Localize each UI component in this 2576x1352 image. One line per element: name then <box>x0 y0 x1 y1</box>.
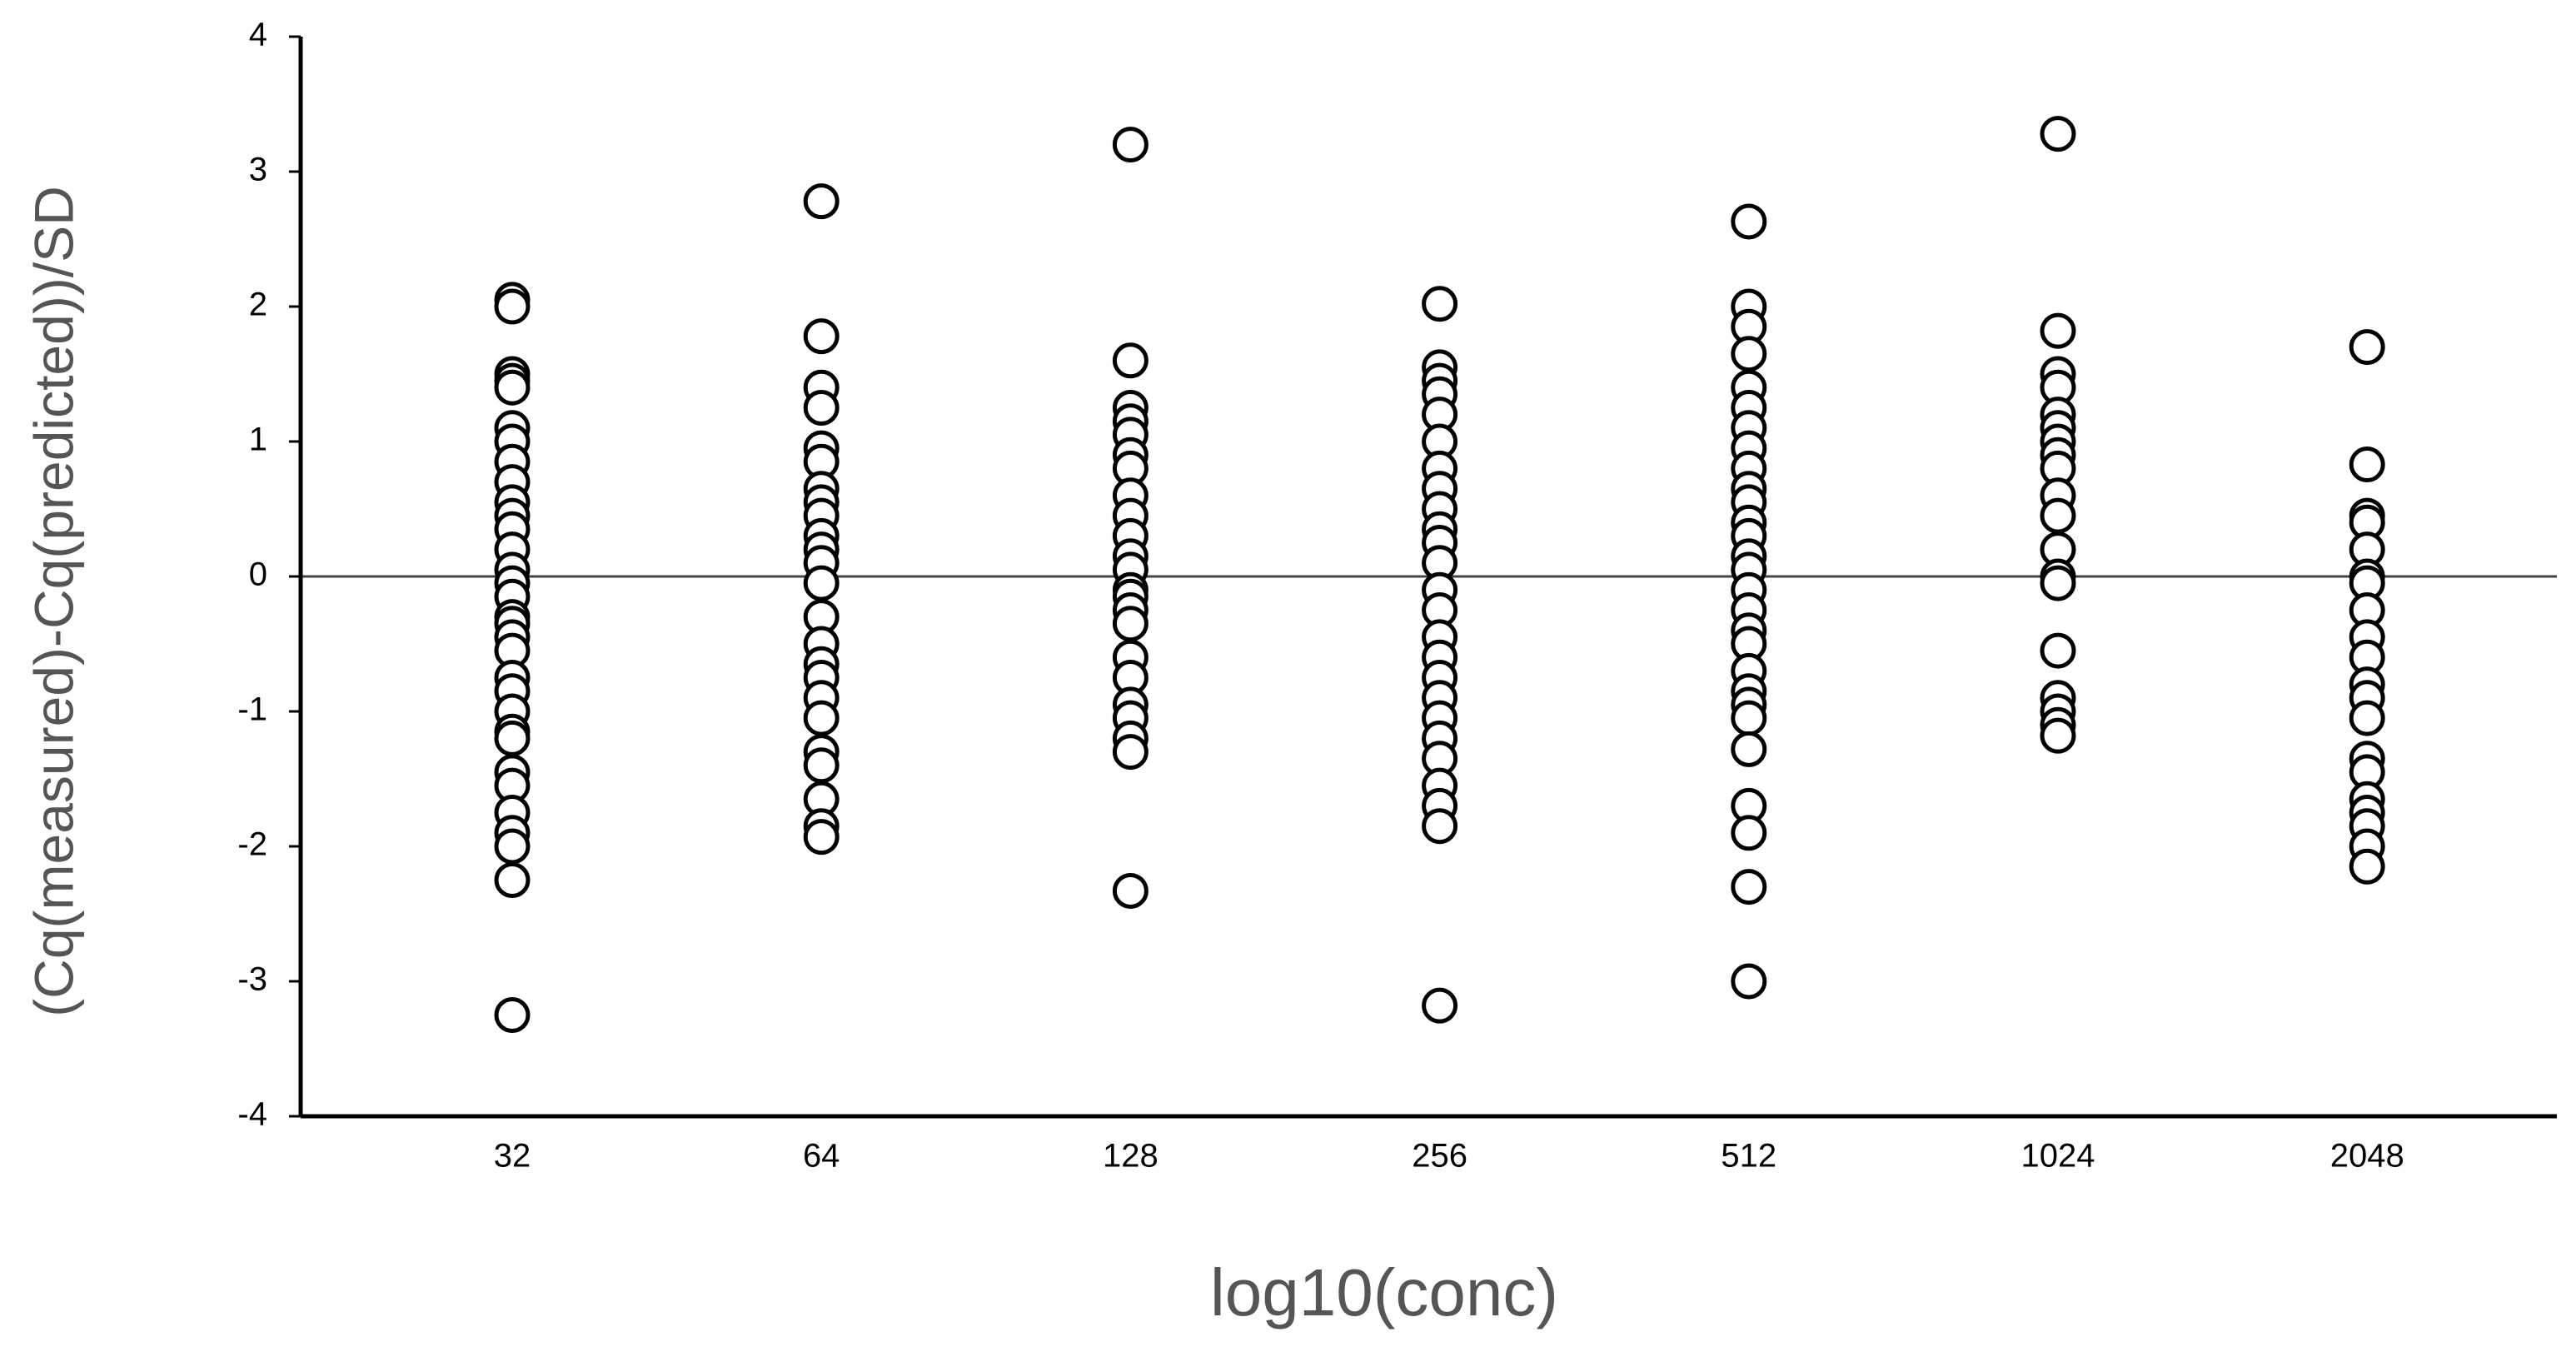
data-point <box>1112 734 1148 771</box>
data-point <box>494 997 531 1033</box>
data-point <box>1731 963 1767 1000</box>
data-point <box>803 183 840 220</box>
data-point <box>803 565 840 601</box>
data-point <box>1422 286 1458 322</box>
data-point <box>1731 700 1767 736</box>
data-point <box>803 819 840 856</box>
data-point <box>2040 497 2076 534</box>
x-tick-label: 1024 <box>2021 1138 2095 1175</box>
data-point <box>494 288 531 325</box>
data-point <box>1112 127 1148 163</box>
y-tick-label: -3 <box>237 961 267 998</box>
x-tick-label: 32 <box>494 1138 531 1175</box>
data-point <box>494 862 531 898</box>
y-tick-label: 4 <box>249 17 267 53</box>
data-point <box>803 390 840 426</box>
x-tick-label: 2048 <box>2330 1138 2404 1175</box>
y-tick-label: 1 <box>249 422 267 458</box>
y-tick-label: 2 <box>249 287 267 323</box>
data-point <box>494 828 531 865</box>
y-axis-title: (Cq(measured)-Cq(predicted))/SD <box>22 186 84 1017</box>
data-point <box>803 318 840 355</box>
data-point <box>2040 565 2076 601</box>
x-tick-label: 256 <box>1412 1138 1467 1175</box>
data-point <box>1731 336 1767 372</box>
y-tick-label: -1 <box>237 691 267 728</box>
data-point <box>1731 815 1767 851</box>
data-point <box>2349 447 2385 483</box>
data-point <box>2040 312 2076 349</box>
data-point <box>1112 606 1148 642</box>
data-point <box>1731 869 1767 905</box>
data-point <box>2040 632 2076 669</box>
x-axis-title: log10(conc) <box>1210 1255 1558 1330</box>
data-point <box>1422 987 1458 1024</box>
data-point <box>1731 203 1767 240</box>
data-point <box>2349 700 2385 736</box>
data-point <box>494 369 531 406</box>
data-point <box>1112 342 1148 379</box>
data-point <box>2349 848 2385 885</box>
x-tick-label: 64 <box>803 1138 840 1175</box>
y-tick-label: 3 <box>249 152 267 188</box>
y-tick-label: -2 <box>237 826 267 863</box>
data-point <box>2040 717 2076 754</box>
data-point <box>803 700 840 736</box>
data-point <box>494 720 531 756</box>
data-point <box>2349 329 2385 366</box>
x-tick-label: 128 <box>1103 1138 1158 1175</box>
y-tick-label: -4 <box>237 1096 267 1133</box>
data-point <box>1731 731 1767 767</box>
data-point <box>1422 808 1458 845</box>
data-point <box>2040 116 2076 152</box>
data-point <box>803 747 840 784</box>
data-point <box>1112 872 1148 909</box>
x-tick-label: 512 <box>1721 1138 1776 1175</box>
y-tick-label: 0 <box>249 556 267 593</box>
